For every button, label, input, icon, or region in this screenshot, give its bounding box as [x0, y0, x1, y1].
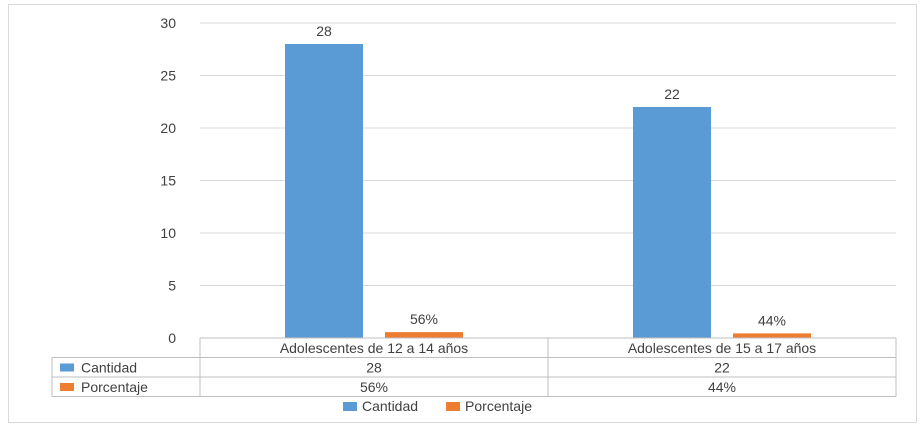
table-cell: 28 — [366, 360, 382, 376]
y-tick-label: 10 — [160, 225, 176, 241]
data-label: 56% — [410, 311, 438, 327]
bar-cantidad — [285, 44, 363, 338]
y-tick-label: 0 — [168, 330, 176, 346]
table-cell: 56% — [360, 379, 388, 395]
y-tick-label: 20 — [160, 120, 176, 136]
data-label: 44% — [758, 312, 786, 328]
chart-frame — [8, 4, 917, 423]
bar-porcentaje — [385, 332, 463, 338]
legend-label: Cantidad — [362, 398, 418, 414]
row-header: Porcentaje — [81, 379, 148, 395]
y-tick-label: 5 — [168, 278, 176, 294]
row-header: Cantidad — [81, 360, 137, 376]
category-label: Adolescentes de 12 a 14 años — [280, 340, 468, 356]
bars — [285, 44, 811, 338]
data-label: 28 — [316, 23, 332, 39]
y-axis: 0 5 10 15 20 25 30 — [160, 15, 176, 346]
y-tick-label: 15 — [160, 173, 176, 189]
data-table: Adolescentes de 12 a 14 años 28 56% Adolesc… — [51, 337, 897, 397]
legend-swatch — [446, 402, 461, 411]
legend-label: Porcentaje — [465, 398, 532, 414]
bar-porcentaje — [733, 333, 811, 338]
table-cell: 44% — [708, 379, 736, 395]
category-label: Adolescentes de 15 a 17 años — [628, 340, 816, 356]
legend: Cantidad Porcentaje — [343, 398, 532, 414]
data-labels: 28 56% 22 44% — [316, 23, 786, 328]
legend-key-swatch — [60, 383, 74, 391]
y-tick-label: 30 — [160, 15, 176, 31]
legend-swatch — [343, 402, 357, 411]
bar-cantidad — [633, 107, 711, 338]
table-cell: 22 — [714, 360, 730, 376]
data-label: 22 — [664, 86, 680, 102]
y-tick-label: 25 — [160, 68, 176, 84]
legend-key-swatch — [60, 363, 74, 372]
